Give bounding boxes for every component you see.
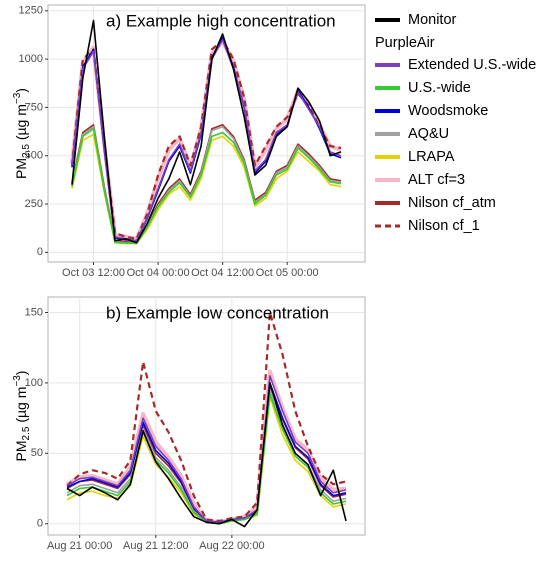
plot-background [47, 296, 366, 536]
y-tick-label: 1000 [19, 53, 43, 65]
legend-label: LRAPA [408, 149, 455, 165]
legend-label: AQ&U [408, 126, 449, 142]
y-tick-label: 750 [25, 101, 43, 113]
series-line [66, 311, 347, 522]
y-tick-label: 50 [31, 447, 43, 459]
y-tick-label: 500 [25, 150, 43, 162]
legend-label: Extended U.S.-wide [408, 57, 536, 73]
series-line [66, 375, 347, 524]
legend-label: U.S.-wide [408, 80, 471, 96]
series-line [66, 382, 347, 528]
legend-label: Nilson cf_atm [408, 195, 496, 211]
y-tick-label: 1250 [19, 5, 43, 17]
y-label-part: ) [13, 371, 29, 376]
x-tick-label: Oct 05 00:00 [256, 267, 319, 279]
y-tick-label: 0 [37, 246, 43, 258]
legend-label: ALT cf=3 [408, 172, 465, 188]
legend-label: Monitor [408, 12, 457, 28]
y-tick-label: 0 [37, 518, 43, 530]
y-tick-label: 100 [25, 377, 43, 389]
legend-title: PurpleAir [375, 35, 435, 51]
y-tick-label: 150 [25, 306, 43, 318]
x-tick-label: Aug 21 00:00 [47, 540, 112, 552]
x-tick-label: Oct 04 00:00 [127, 267, 190, 279]
legend-label: Woodsmoke [408, 103, 488, 119]
y-tick-label: 250 [25, 198, 43, 210]
series-line [71, 127, 342, 245]
y-label-part: (µg m [13, 387, 29, 427]
series-line [71, 19, 342, 244]
y-label-sup: −3 [12, 375, 23, 387]
y-axis-label: PM2.5 (µg m−3) [12, 371, 32, 462]
x-tick-label: Aug 22 00:00 [199, 540, 264, 552]
y-label-sub: 2.5 [21, 144, 32, 158]
y-label-sub: 2.5 [21, 426, 32, 440]
chart-title: a) Example high concentration [106, 11, 336, 30]
y-axis-label: PM2.5 (µg m−3) [12, 88, 32, 179]
y-label-part: PM [13, 158, 29, 179]
legend-label: Nilson cf_1 [408, 218, 480, 234]
y-label-part: (µg m [13, 104, 29, 144]
chart-title: b) Example low concentration [106, 303, 329, 322]
x-tick-label: Oct 03 12:00 [62, 267, 125, 279]
y-label-sup: −3 [12, 92, 23, 104]
y-label-part: PM [13, 440, 29, 461]
y-label-part: ) [13, 88, 29, 93]
x-tick-label: Aug 21 12:00 [123, 540, 188, 552]
x-tick-label: Oct 04 12:00 [191, 267, 254, 279]
plot-background [47, 4, 366, 263]
